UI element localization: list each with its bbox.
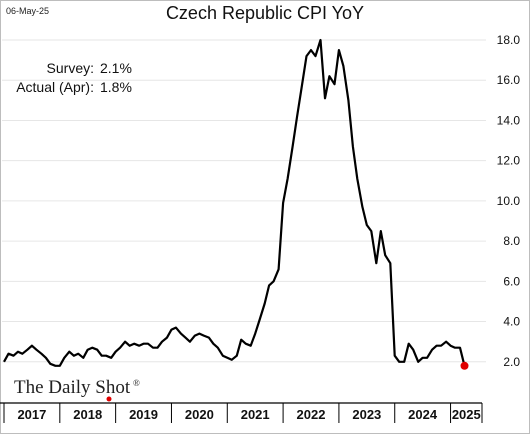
- daily-shot-logo: The Daily Shot ®: [14, 377, 140, 402]
- report-date: 06-May-25: [6, 6, 50, 16]
- actual-value: 1.8%: [100, 79, 132, 95]
- logo-registered-mark: ®: [133, 378, 140, 388]
- y-tick-label: 8.0: [503, 234, 520, 248]
- actual-label: Actual (Apr):: [16, 79, 94, 95]
- x-tick-label: 2020: [185, 407, 214, 422]
- forecast-annotation: Survey: 2.1% Actual (Apr): 1.8%: [0, 60, 160, 100]
- logo-text: The Daily Shot: [14, 377, 131, 398]
- x-axis-tick-labels: 2017 2018 2019 2020 2021 2022 2023 2024 2025: [17, 407, 480, 422]
- x-axis: [0, 402, 483, 423]
- x-tick-label: 2023: [352, 407, 381, 422]
- y-tick-label: 10.0: [497, 194, 521, 208]
- x-tick-label: 2018: [73, 407, 102, 422]
- cpi-series-line: [3, 38, 466, 367]
- x-tick-label: 2025: [452, 407, 481, 422]
- logo-red-dot: [106, 396, 112, 402]
- y-tick-label: 18.0: [497, 33, 521, 47]
- latest-value-point: [460, 361, 469, 370]
- y-tick-label: 12.0: [497, 154, 521, 168]
- x-tick-label: 2017: [17, 407, 46, 422]
- x-tick-label: 2024: [408, 407, 438, 422]
- x-tick-label: 2019: [129, 407, 158, 422]
- y-tick-label: 14.0: [497, 113, 521, 127]
- survey-label: Survey:: [46, 60, 94, 76]
- survey-row: Survey: 2.1%: [0, 60, 160, 78]
- y-axis-tick-labels: 2.0 4.0 6.0 8.0 10.0 12.0 14.0 16.0 18.0: [497, 33, 521, 369]
- y-tick-label: 6.0: [503, 274, 520, 288]
- chart-title: Czech Republic CPI YoY: [165, 3, 365, 23]
- y-tick-label: 16.0: [497, 73, 521, 87]
- y-tick-label: 4.0: [503, 315, 520, 329]
- y-tick-label: 2.0: [503, 355, 520, 369]
- x-tick-label: 2022: [297, 407, 326, 422]
- survey-value: 2.1%: [100, 60, 132, 76]
- actual-row: Actual (Apr): 1.8%: [0, 79, 160, 97]
- x-tick-label: 2021: [241, 407, 270, 422]
